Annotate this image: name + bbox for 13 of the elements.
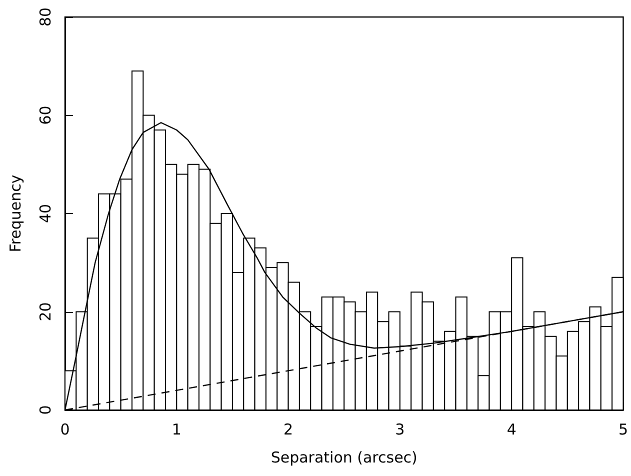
y-tick-label: 0 [36,405,54,415]
x-tick-label: 4 [506,420,516,438]
x-tick-label: 1 [172,420,182,438]
y-tick-label: 20 [36,302,54,322]
x-axis-title: Separation (arcsec) [270,448,418,466]
x-tick-label: 3 [395,420,405,438]
x-tick-label: 0 [60,420,70,438]
y-axis-title: Frequency [6,174,24,252]
y-tick-label: 60 [36,106,54,125]
x-tick-label: 2 [284,420,294,438]
x-tick-label: 5 [618,420,628,438]
y-tick-label: 40 [36,204,54,224]
y-tick-label: 80 [36,7,54,27]
